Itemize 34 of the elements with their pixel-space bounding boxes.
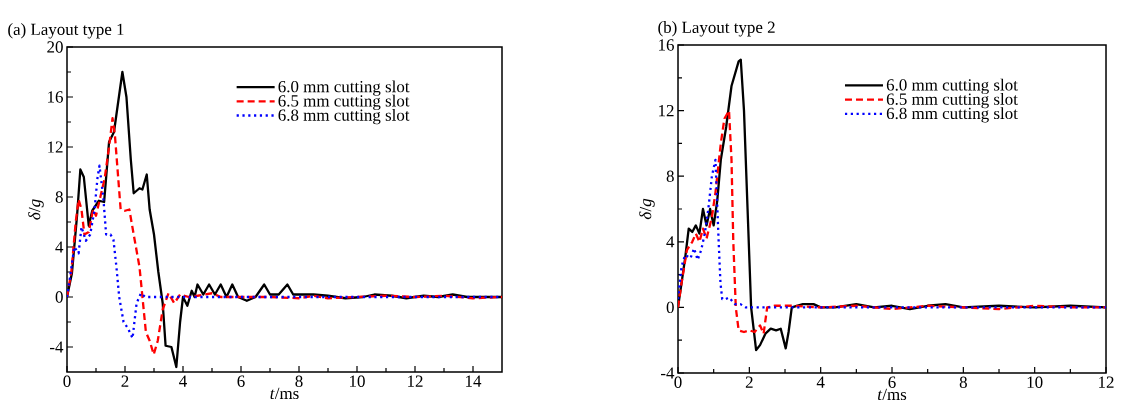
y-tick-label: 16 <box>659 39 674 51</box>
y-tick-label: 12 <box>659 104 674 117</box>
y-tick-label: 12 <box>48 141 63 153</box>
y-tick-label: -4 <box>50 341 64 353</box>
x-axis-title: t/ms <box>270 387 299 400</box>
x-tick-label: 2 <box>121 375 129 387</box>
y-axis-title: δ/g <box>639 198 655 220</box>
x-tick-label: 6 <box>888 376 896 388</box>
y-tick-label: 20 <box>47 41 63 53</box>
y-tick-label: 16 <box>48 91 63 103</box>
x-tick-label: 12 <box>1099 376 1114 388</box>
x-tick-label: 10 <box>350 375 365 387</box>
x-tick-label: 2 <box>745 376 753 388</box>
chart-title: (b) Layout type 2 <box>658 21 775 37</box>
y-tick-label: 8 <box>666 170 674 182</box>
y-axis-title: δ/g <box>28 199 44 220</box>
legend-label: 6.8 mm cutting slot <box>278 108 410 125</box>
x-axis-title: t/ms <box>878 388 907 401</box>
x-tick-label: 4 <box>816 376 825 388</box>
y-tick-label: 0 <box>666 301 674 314</box>
legend-label: 6.8 mm cutting slot <box>886 107 1018 123</box>
x-tick-label: 8 <box>959 376 967 388</box>
x-tick-label: 6 <box>237 375 245 387</box>
y-tick-label: 8 <box>55 191 63 203</box>
y-tick-label: -4 <box>661 367 675 379</box>
x-tick-label: 12 <box>408 375 423 387</box>
y-tick-label: 0 <box>55 291 63 303</box>
x-tick-label: 10 <box>1027 376 1043 388</box>
chart-title: (a) Layout type 1 <box>8 23 124 39</box>
x-tick-label: 14 <box>466 375 482 387</box>
y-tick-label: 4 <box>55 241 64 253</box>
y-tick-label: 4 <box>666 236 675 248</box>
x-tick-label: 8 <box>295 375 303 387</box>
x-tick-label: 4 <box>179 375 187 387</box>
